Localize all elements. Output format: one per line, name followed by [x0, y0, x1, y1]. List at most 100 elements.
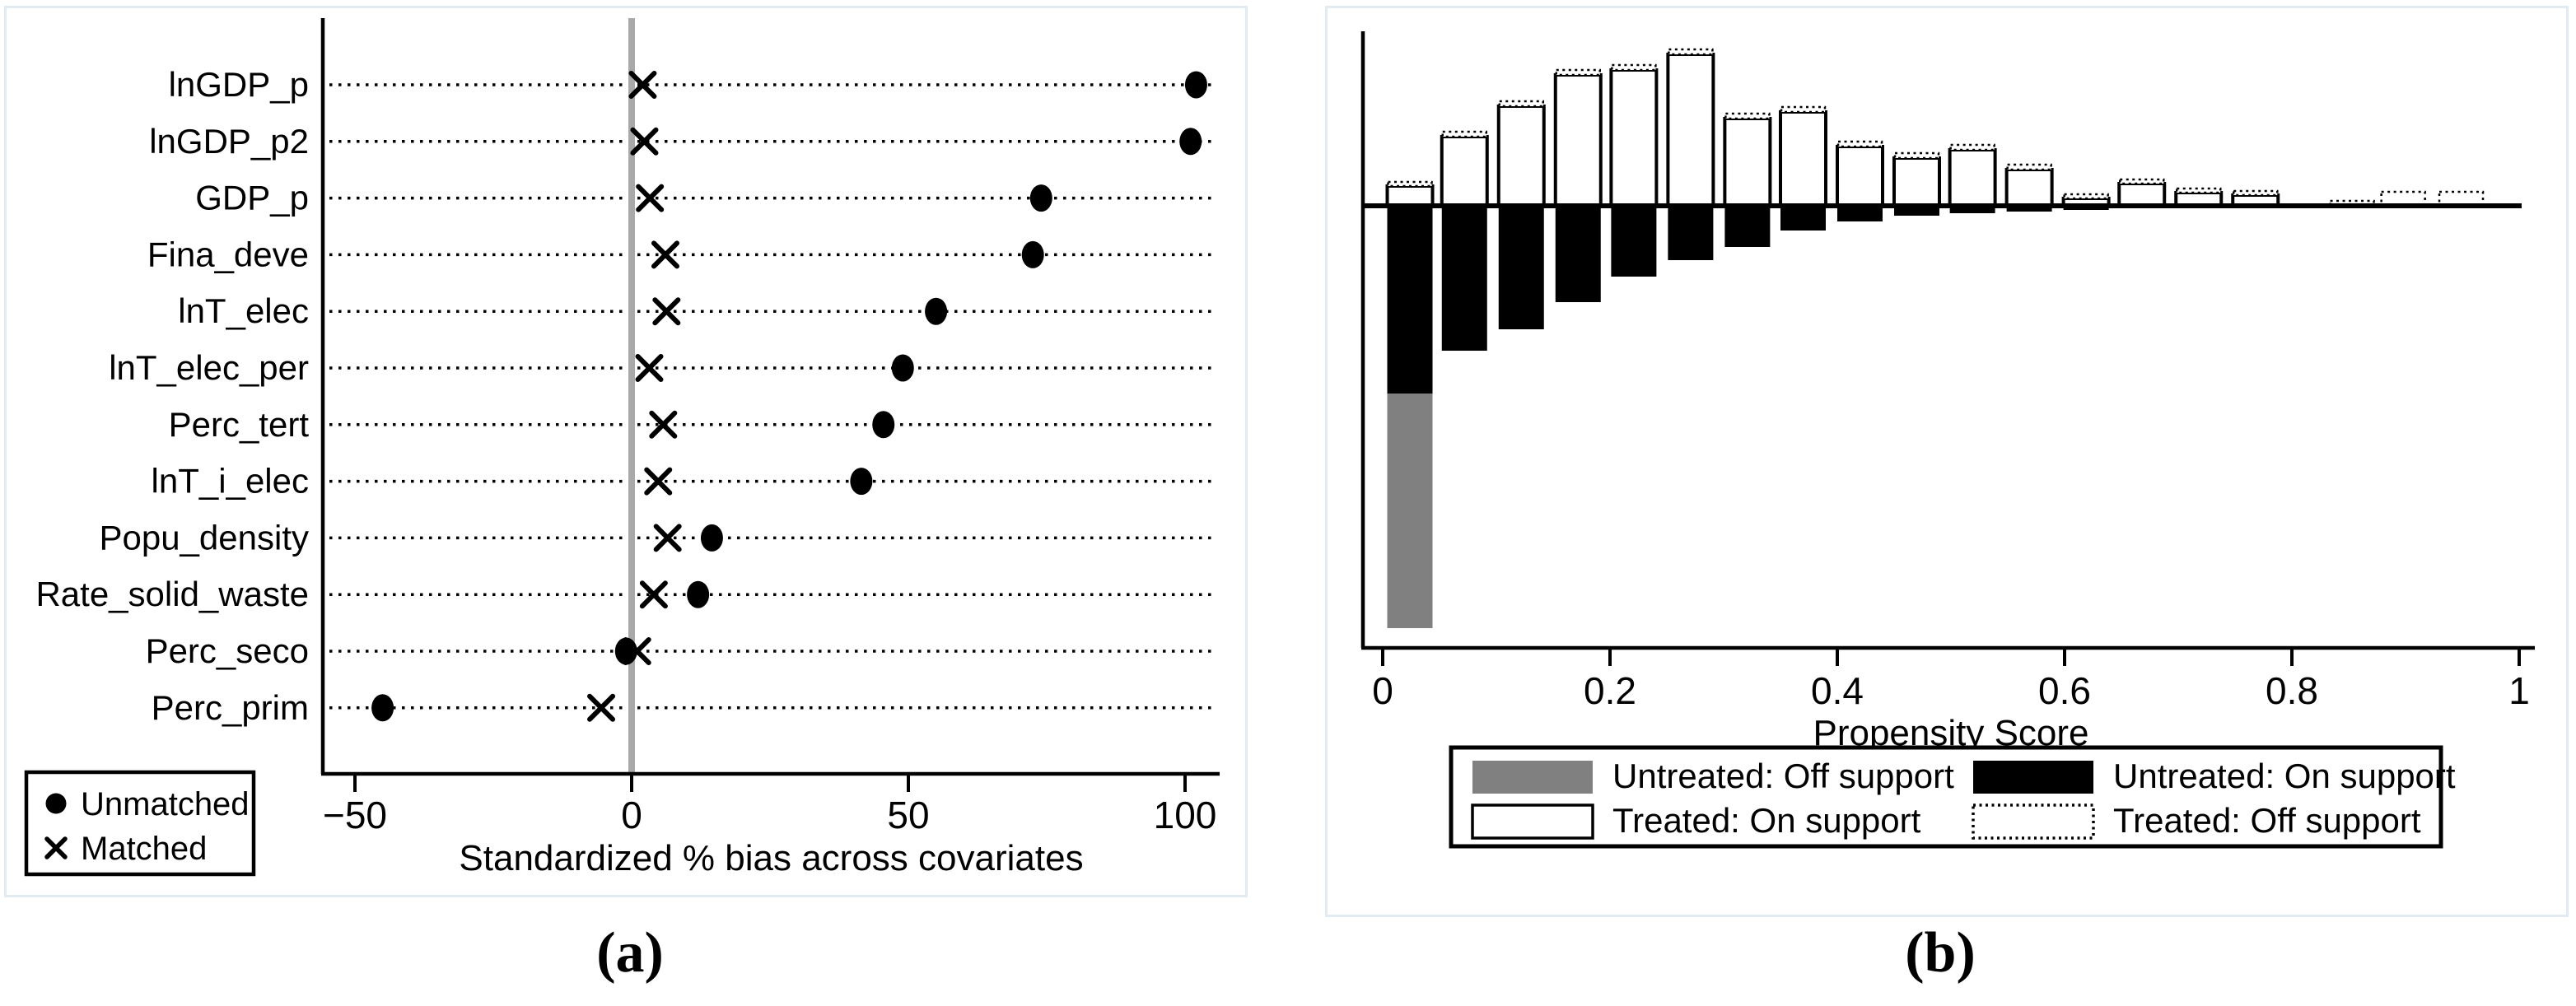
caption-panel-b: (b) — [1905, 921, 1976, 985]
legend-unmatched-dot-icon — [45, 793, 67, 814]
legend-label: Treated: On support — [1612, 801, 1921, 840]
bar-treated-off-support — [2232, 189, 2279, 197]
matched-x-marker — [652, 297, 681, 326]
matched-x-marker — [628, 71, 657, 99]
bar-untreated-on-support — [1780, 206, 1826, 231]
x-tick-label: 0.2 — [1584, 669, 1636, 712]
legend-unmatched-label: Unmatched — [81, 786, 250, 822]
bar-treated-off-support — [2175, 187, 2222, 194]
caption-panel-a: (a) — [596, 921, 664, 985]
unmatched-dot-marker — [1021, 240, 1044, 268]
bar-treated-on-support — [1609, 68, 1659, 207]
unmatched-dot-marker — [371, 694, 394, 722]
legend-a-box — [24, 770, 256, 877]
bar-treated-on-support — [1892, 156, 1941, 207]
bar-treated-on-support — [2117, 182, 2167, 207]
legend-a: Unmatched Matched — [24, 770, 256, 877]
bar-treated-on-support — [1496, 105, 1546, 207]
bar-untreated-on-support — [1837, 206, 1883, 221]
x-tick-label: 50 — [887, 794, 929, 836]
bar-untreated-on-support — [1498, 206, 1544, 329]
x-tick-label: 100 — [1154, 794, 1217, 836]
bar-untreated-on-support — [1668, 206, 1714, 260]
bar-treated-off-support — [2380, 190, 2426, 207]
bar-treated-off-support — [2118, 178, 2165, 185]
category-label: lnT_elec — [178, 291, 309, 330]
unmatched-dot-marker — [700, 524, 723, 552]
bar-treated-on-support — [1440, 135, 1489, 207]
legend-treated-off-swatch — [1972, 803, 2095, 840]
bar-treated-on-support — [1779, 110, 1827, 207]
category-label: Perc_seco — [146, 631, 309, 670]
legend-matched-label: Matched — [81, 831, 207, 867]
x-tick-label: −50 — [323, 794, 387, 836]
bar-treated-off-support — [1498, 100, 1545, 108]
category-label: lnGDP_p2 — [149, 122, 309, 161]
legend-treated-on-swatch — [1471, 803, 1594, 840]
x-tick-label: 0.6 — [2038, 669, 2091, 712]
category-label: Fina_deve — [147, 235, 309, 273]
bar-untreated-on-support — [1949, 206, 1995, 213]
legend-untreated-off-swatch — [1472, 761, 1593, 794]
legend-b: Untreated: Off support Untreated: On supp… — [1449, 745, 2456, 849]
bar-untreated-on-support — [2006, 206, 2052, 212]
bar-treated-off-support — [1611, 63, 1657, 72]
bar-treated-off-support — [1836, 140, 1883, 148]
x-tick-label: 0.4 — [1811, 669, 1864, 712]
bar-untreated-off-support — [1387, 394, 1433, 628]
category-label: Rate_solid_waste — [35, 575, 309, 613]
unmatched-dot-marker — [687, 580, 710, 608]
bar-treated-off-support — [1555, 68, 1602, 77]
bar-treated-on-support — [1723, 117, 1772, 207]
legend-label: Untreated: On support — [2113, 757, 2456, 795]
bar-treated-on-support — [1836, 145, 1884, 207]
legend-label: Untreated: Off support — [1612, 757, 1954, 795]
unmatched-dot-marker — [1029, 184, 1052, 212]
matched-x-marker — [649, 410, 678, 439]
category-label: lnT_i_elec — [152, 462, 309, 501]
legend-b-box — [1449, 745, 2443, 849]
unmatched-dot-marker — [1184, 71, 1207, 99]
bar-treated-on-support — [1385, 184, 1435, 207]
legend-untreated-on-swatch — [1973, 761, 2093, 794]
unmatched-dot-marker — [891, 354, 914, 382]
bar-treated-off-support — [1441, 130, 1488, 138]
bar-untreated-on-support — [1611, 206, 1657, 277]
bar-treated-off-support — [2006, 163, 2052, 171]
matched-x-marker — [630, 127, 659, 156]
unmatched-dot-marker — [925, 297, 948, 325]
category-label: Popu_density — [99, 518, 309, 557]
bar-treated-off-support — [2063, 193, 2109, 200]
x-tick-label: 0.8 — [2266, 669, 2318, 712]
bar-untreated-on-support — [1387, 206, 1433, 394]
x-tick-label: 0 — [1372, 669, 1393, 712]
matched-x-marker — [587, 693, 616, 722]
bar-treated-off-support — [1780, 105, 1827, 114]
bar-treated-on-support — [1666, 53, 1715, 207]
bar-treated-on-support — [1553, 73, 1603, 207]
matched-x-marker — [653, 524, 682, 552]
bar-untreated-on-support — [1555, 206, 1601, 302]
matched-x-marker — [644, 467, 673, 496]
matched-x-marker — [639, 580, 668, 609]
bar-treated-off-support — [1668, 48, 1714, 56]
panel-a-border — [4, 6, 1248, 897]
bar-untreated-on-support — [1724, 206, 1771, 247]
bar-treated-off-support — [2438, 190, 2485, 207]
unmatched-dot-marker — [850, 468, 873, 496]
category-label: Perc_prim — [152, 688, 309, 727]
bar-treated-off-support — [1724, 112, 1771, 120]
matched-x-marker — [651, 240, 679, 269]
x-tick-label: 1 — [2508, 669, 2530, 712]
bar-treated-off-support — [1387, 180, 1433, 188]
bar-treated-on-support — [2004, 168, 2054, 207]
x-tick-label: 0 — [621, 794, 642, 836]
matched-x-marker — [623, 637, 651, 665]
category-label: lnT_elec_per — [109, 348, 309, 387]
category-label: Perc_tert — [169, 405, 310, 444]
matched-x-marker — [636, 184, 665, 212]
unmatched-dot-marker — [872, 411, 895, 439]
bar-treated-off-support — [1893, 151, 1940, 160]
